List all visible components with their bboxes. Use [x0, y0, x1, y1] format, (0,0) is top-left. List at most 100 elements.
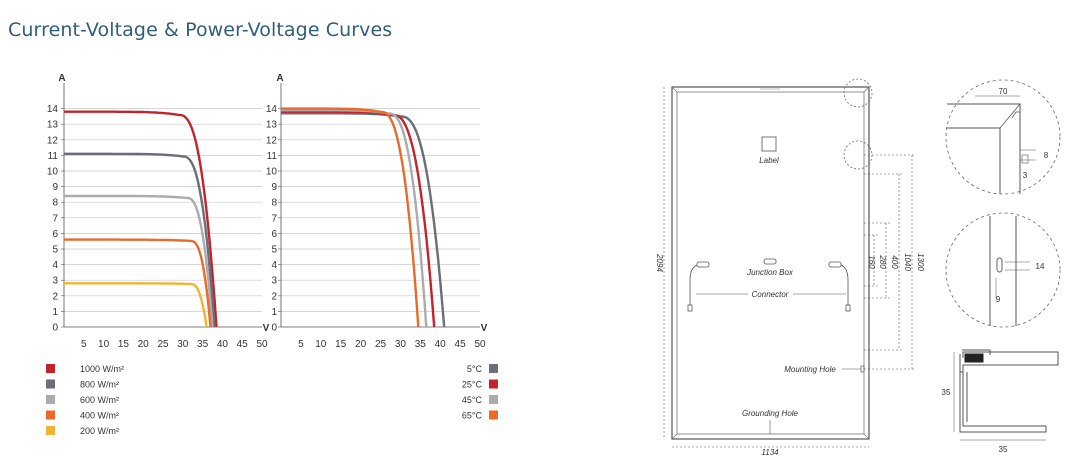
y-tick-label: 11 [267, 151, 278, 162]
dim-1040-text: 1040 [903, 253, 912, 271]
legend-swatch [489, 379, 498, 389]
legend-label: 600 W/m² [80, 395, 119, 405]
junction-box-group [687, 258, 851, 312]
page-title: Current-Voltage & Power-Voltage Curves [8, 19, 393, 41]
x-tick-label: 45 [455, 339, 467, 350]
label-text: Label [759, 156, 779, 165]
series-line-2 [281, 110, 436, 328]
detail-marker-edge [843, 140, 873, 170]
y-tick-label: 6 [52, 229, 58, 240]
legend-label: 65°C [462, 411, 483, 421]
y-tick-label: 10 [47, 167, 59, 178]
detail-marker-corner [843, 78, 873, 108]
legend-label: 1000 W/m² [80, 364, 124, 374]
legend-label: 400 W/m² [80, 411, 119, 421]
y-tick-label: 2 [52, 291, 58, 302]
y-tick-label: 11 [48, 151, 59, 162]
legend-swatch [46, 395, 55, 404]
y-tick-label: 8 [52, 198, 58, 209]
legend-swatch [489, 364, 498, 373]
y-tick-label: 1 [52, 307, 58, 318]
x-tick-label: 35 [197, 339, 209, 350]
x-tick-label: 15 [118, 339, 130, 350]
x-tick-label: 50 [256, 339, 268, 350]
x-tick-label: 25 [375, 339, 387, 350]
series-line-3 [64, 194, 214, 328]
dim-height-text: 2094 [655, 253, 664, 272]
y-tick-label: 0 [271, 323, 277, 334]
detail-corner [945, 79, 1061, 195]
x-tick-label: 20 [138, 339, 150, 350]
x-tick-label: 40 [435, 339, 447, 350]
dim-1300-text: 1300 [916, 253, 925, 271]
legend-swatch [46, 426, 55, 435]
legend-swatch [46, 379, 55, 389]
y-tick-label: 1 [271, 307, 277, 318]
detail2-9-text: 9 [996, 295, 1001, 304]
dim-width-text: 1134 [761, 448, 779, 457]
profile-35-w-text: 35 [999, 445, 1008, 454]
x-tick-label: 30 [177, 339, 189, 350]
detail-slot [945, 212, 1061, 328]
y-tick-label: 12 [47, 135, 59, 146]
x-tick-label: 35 [415, 339, 427, 350]
detail1-8-text: 8 [1044, 151, 1049, 160]
grounding-hole-text: Grounding Hole [742, 409, 799, 418]
y-tick-label: 8 [271, 198, 277, 209]
legend-swatch [489, 410, 498, 420]
y-tick-label: 5 [52, 245, 58, 256]
x-tick-label: 20 [355, 339, 367, 350]
x-tick-label: 5 [81, 339, 87, 350]
panel-outline [671, 86, 870, 440]
y-tick-label: 3 [271, 276, 277, 287]
detail2-14-text: 14 [1036, 262, 1045, 271]
x-tick-label: 40 [217, 339, 229, 350]
mounting-hole-text: Mounting Hole [784, 365, 836, 374]
y-tick-label: 13 [47, 120, 59, 131]
y-tick-label: 9 [271, 182, 277, 193]
series-line-1 [64, 110, 218, 328]
series-line-5 [64, 282, 208, 328]
junction-box-text: Junction Box [746, 268, 794, 277]
frame-profile [953, 349, 1059, 441]
y-tick-label: 14 [47, 104, 59, 115]
connector-text: Connector [752, 290, 789, 299]
mounting-hole [860, 365, 865, 373]
profile-35-h-text: 35 [942, 388, 951, 397]
series-line-4 [64, 238, 212, 328]
legend-label: 45°C [462, 395, 483, 405]
legend-swatch [489, 395, 498, 404]
y-tick-label: 4 [271, 260, 277, 271]
series-line-3 [281, 108, 428, 328]
y-tick-label: 13 [266, 120, 278, 131]
x-tick-label: 10 [98, 339, 110, 350]
dim-280-text: 280 [878, 254, 887, 269]
legend-label: 800 W/m² [80, 380, 119, 390]
y-tick-label: 2 [271, 291, 277, 302]
series-line-4 [281, 107, 420, 328]
y-tick-label: 10 [266, 167, 278, 178]
y-tick-label: 7 [52, 213, 58, 224]
x-tick-label: 45 [237, 339, 249, 350]
label-box [761, 136, 777, 152]
x-axis-label: V [263, 323, 270, 334]
detail1-3-text: 3 [1023, 171, 1028, 180]
y-tick-label: 14 [266, 104, 278, 115]
hole-spacing-dims [864, 154, 916, 370]
y-tick-label: 7 [271, 213, 277, 224]
legend-label: 25°C [462, 380, 483, 390]
x-tick-label: 30 [395, 339, 407, 350]
y-axis-label: A [58, 73, 65, 84]
y-tick-label: 12 [266, 135, 278, 146]
y-tick-label: 9 [52, 182, 58, 193]
legend-label: 5°C [467, 364, 483, 374]
dim-160-text: 160 [867, 255, 876, 269]
x-tick-label: 10 [315, 339, 327, 350]
y-tick-label: 6 [271, 229, 277, 240]
detail1-70-text: 70 [999, 87, 1008, 96]
y-tick-label: 0 [52, 323, 58, 334]
x-tick-label: 50 [474, 339, 486, 350]
x-tick-label: 15 [335, 339, 347, 350]
